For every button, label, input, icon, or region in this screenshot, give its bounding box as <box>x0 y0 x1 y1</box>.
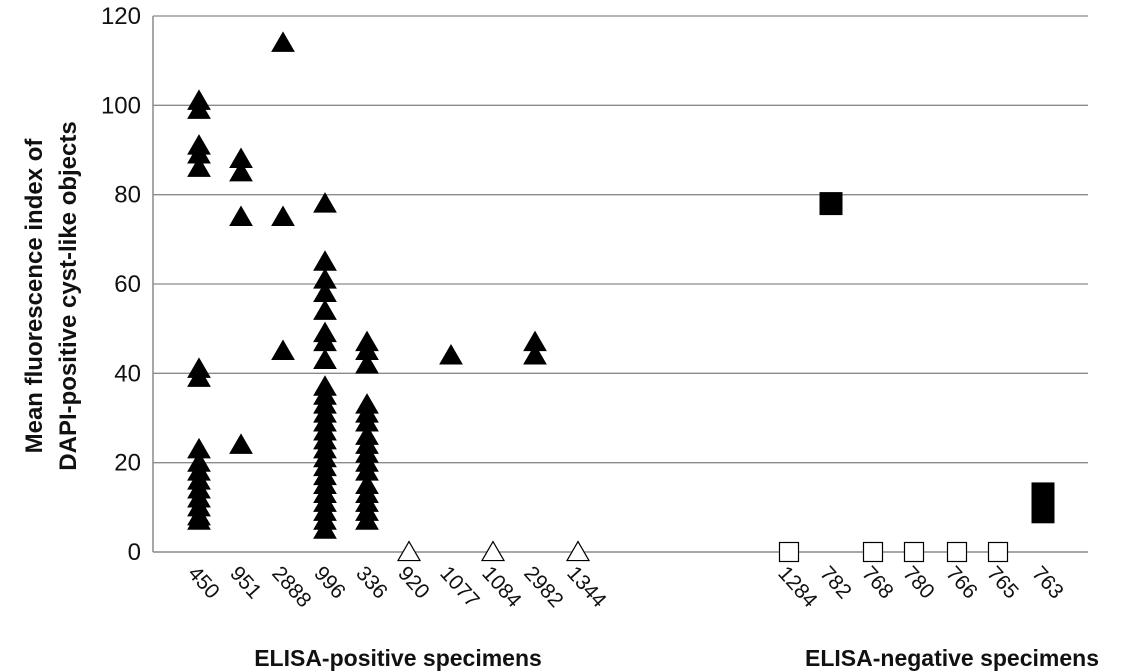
y-tick-label: 0 <box>128 539 141 566</box>
x-category-label: 450 <box>183 562 224 603</box>
y-tick-labels: 0 20 40 60 80 100 120 <box>101 3 141 566</box>
x-category-label: 766 <box>941 562 982 603</box>
data-point-450 <box>187 156 211 177</box>
x-category-label: 996 <box>309 562 350 603</box>
y-axis-title-line-1: Mean fluorescence index of <box>21 138 48 454</box>
x-category-label: 1077 <box>435 562 483 612</box>
data-point-782 <box>819 192 843 216</box>
data-point-780 <box>903 541 925 563</box>
data-point-951 <box>229 160 253 182</box>
data-point-996 <box>313 192 337 213</box>
x-category-label: 782 <box>815 562 856 603</box>
data-point-1077 <box>439 344 463 365</box>
x-category-label: 1284 <box>773 562 822 612</box>
x-category-label: 336 <box>351 562 392 603</box>
data-point-1284 <box>778 541 800 563</box>
gridlines <box>153 15 1088 464</box>
data-point-2888 <box>271 31 295 52</box>
y-axis-title-line-2: DAPI-positive cyst-like objects <box>55 121 82 470</box>
data-point-996 <box>313 348 337 369</box>
group-label-elisa-negative: ELISA-negative specimens <box>805 645 1099 671</box>
data-point-763 <box>1031 500 1055 524</box>
y-tick-label: 60 <box>114 271 141 298</box>
y-tick-label: 80 <box>114 182 141 209</box>
data-point-766 <box>946 541 968 563</box>
data-point-768 <box>862 541 884 563</box>
y-tick-label: 40 <box>114 360 141 387</box>
data-point-450 <box>187 98 211 119</box>
data-point-996 <box>313 518 337 539</box>
x-category-label: 768 <box>857 562 898 603</box>
axes <box>152 16 1088 553</box>
x-category-label: 763 <box>1027 562 1068 603</box>
x-category-label: 2888 <box>267 562 315 612</box>
data-point-951 <box>229 433 253 454</box>
x-category-label: 765 <box>982 562 1023 603</box>
data-point-336 <box>355 509 379 530</box>
y-tick-label: 100 <box>101 92 141 119</box>
data-point-450 <box>187 366 211 387</box>
data-point-1344 <box>565 540 591 562</box>
data-point-996 <box>313 299 337 320</box>
x-category-label: 951 <box>225 562 266 603</box>
data-point-2888 <box>271 339 295 361</box>
data-point-450 <box>187 509 211 530</box>
y-tick-label: 120 <box>101 3 141 30</box>
data-point-920 <box>396 540 422 562</box>
data-point-996 <box>313 250 337 271</box>
group-label-elisa-positive: ELISA-positive specimens <box>254 645 542 671</box>
data-point-336 <box>355 352 379 374</box>
x-category-label: 780 <box>898 562 939 603</box>
x-category-label: 2982 <box>519 562 567 612</box>
y-tick-label: 20 <box>114 450 141 477</box>
x-category-label: 1084 <box>477 562 526 612</box>
data-point-1084 <box>480 540 506 562</box>
data-point-2888 <box>271 205 295 227</box>
data-points <box>187 31 1055 563</box>
x-category-label: 920 <box>393 562 434 603</box>
data-point-951 <box>229 205 253 227</box>
x-category-label: 1344 <box>562 562 611 612</box>
data-point-765 <box>987 541 1009 563</box>
data-point-2982 <box>523 344 547 365</box>
